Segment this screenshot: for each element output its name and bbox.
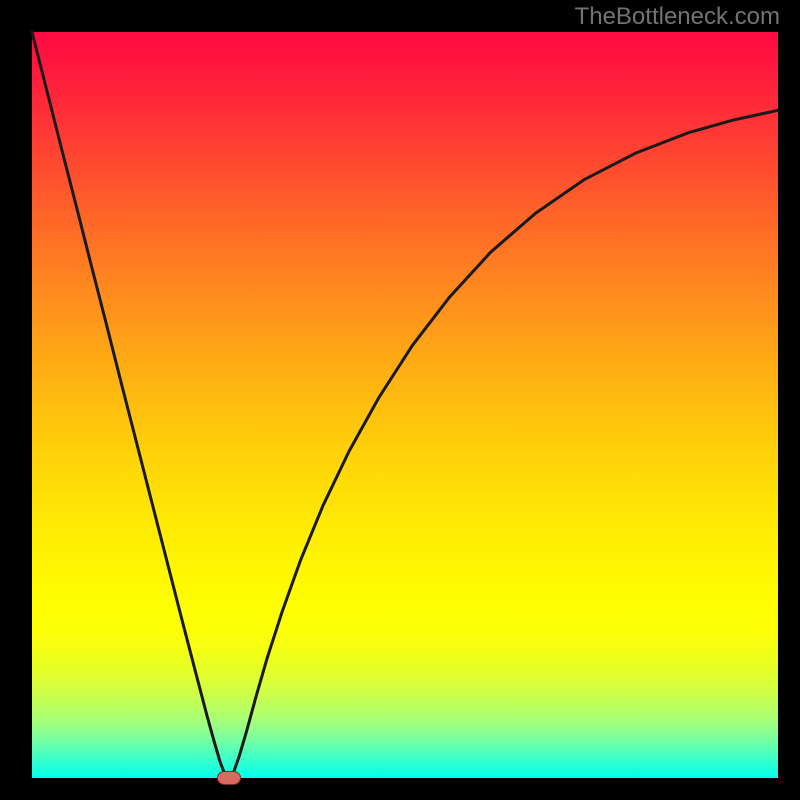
watermark-label: TheBottleneck.com xyxy=(575,3,780,31)
bottleneck-curve xyxy=(32,32,778,778)
chart-container: { "meta": { "watermark_text": "TheBottle… xyxy=(0,0,800,800)
plot-area xyxy=(32,32,778,778)
optimal-point-marker xyxy=(217,771,241,785)
